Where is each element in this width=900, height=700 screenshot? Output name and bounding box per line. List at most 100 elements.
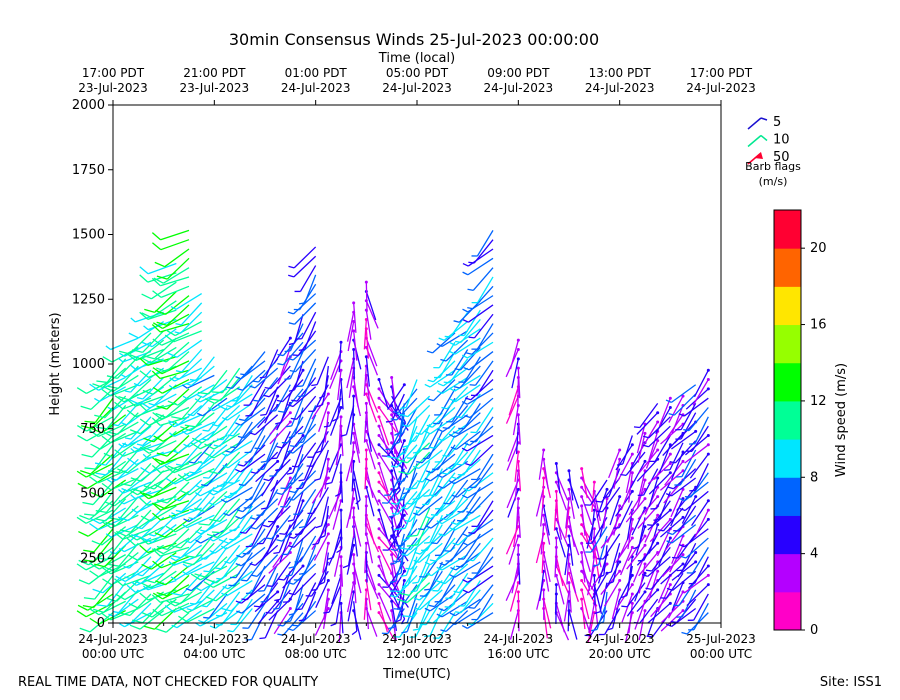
wind-barb [436,600,469,618]
wind-barb [203,593,228,619]
wind-barb [236,369,266,391]
wind-barb [390,375,397,408]
wind-barb [653,491,671,521]
wind-barb [440,498,469,521]
wind-barb [466,490,494,514]
wind-barb [419,570,443,597]
wind-barb [627,534,647,562]
wind-barb [294,265,317,293]
wind-barb [424,593,456,612]
wind-barb [194,490,228,513]
wind-barb [139,309,177,321]
wind-barb [171,610,203,629]
wind-barb [240,351,266,376]
wind-barb [351,601,358,636]
wind-barb [471,323,494,350]
wind-barb [538,448,546,480]
wind-barb [688,556,709,585]
wind-barb [201,463,228,487]
wind-barb [221,579,253,597]
wind-barb [352,394,356,427]
wind-barb [467,267,494,291]
wind-barb [401,591,431,618]
wind-barb [429,537,456,562]
wind-barb [405,461,431,490]
wind-barb [282,564,305,589]
wind-barb [132,330,165,353]
wind-barb [399,425,418,456]
wind-barb [633,402,659,429]
wind-barb [653,452,672,480]
chart-title: 30min Consensus Winds 25-Jul-2023 00:00:… [229,30,599,49]
wind-barb [603,579,622,607]
wind-barb [266,561,291,587]
wind-barb [616,435,633,466]
wind-barb [641,420,660,449]
wind-barb [151,276,190,287]
wind-barb [434,563,469,585]
wind-barb [209,498,241,522]
wind-barb [287,563,317,585]
wind-barb [627,517,634,550]
wind-barb [377,471,391,502]
wind-barb [290,395,317,420]
wind-barb [78,518,114,537]
wind-barb [152,602,190,617]
wind-barb [208,451,241,475]
wind-barb [152,285,190,298]
wind-barb [152,584,190,600]
wind-barb [409,610,431,638]
x-tick-date: 24-Jul-2023 [484,632,554,646]
wind-barb [637,431,647,463]
wind-barb [243,481,266,509]
wind-barb [436,330,469,348]
wind-barb [216,414,241,441]
wind-barb [428,425,456,449]
y-tick-label: 1250 [72,292,105,307]
wind-barb [142,477,177,498]
wind-barb [429,472,456,497]
wind-barb [255,459,280,483]
wind-barb [318,552,329,586]
wind-barb [298,545,317,575]
wind-barb [603,497,609,529]
wind-barb [340,405,355,437]
wind-barb [156,351,190,373]
wind-barb [400,379,418,410]
wind-barb [245,388,266,417]
wind-barb [424,369,456,388]
wind-barb [165,470,202,485]
wind-barb [225,430,253,454]
wind-barb [203,546,228,573]
wind-barb [237,416,266,439]
wind-barb [185,365,215,387]
wind-barb [131,470,165,493]
wind-barb [135,507,165,530]
top-tick-time: 01:00 PDT [285,66,348,80]
wind-barb [377,378,389,409]
wind-barb [452,524,481,546]
wind-barb [142,524,177,544]
wind-barb [458,356,481,383]
wind-barb [636,541,660,566]
y-tick-label: 1750 [72,163,105,178]
wind-barb [186,589,215,611]
wind-barb [272,541,292,568]
wind-barb [203,572,240,588]
wind-barb [133,367,165,387]
colorbar-segment [774,210,801,249]
wind-barb [298,321,317,351]
wind-barb [448,468,481,485]
wind-barb [689,452,710,479]
wind-barb [592,527,596,559]
wind-barb [118,379,152,401]
wind-barb [542,476,546,508]
wind-barb [235,500,266,520]
wind-barb [464,397,494,419]
x-tick-date: 24-Jul-2023 [585,632,655,646]
wind-barb [671,429,698,450]
wind-barb [285,397,304,428]
wind-barb [468,509,494,535]
wind-barb [338,340,343,373]
wind-barb [636,588,660,613]
